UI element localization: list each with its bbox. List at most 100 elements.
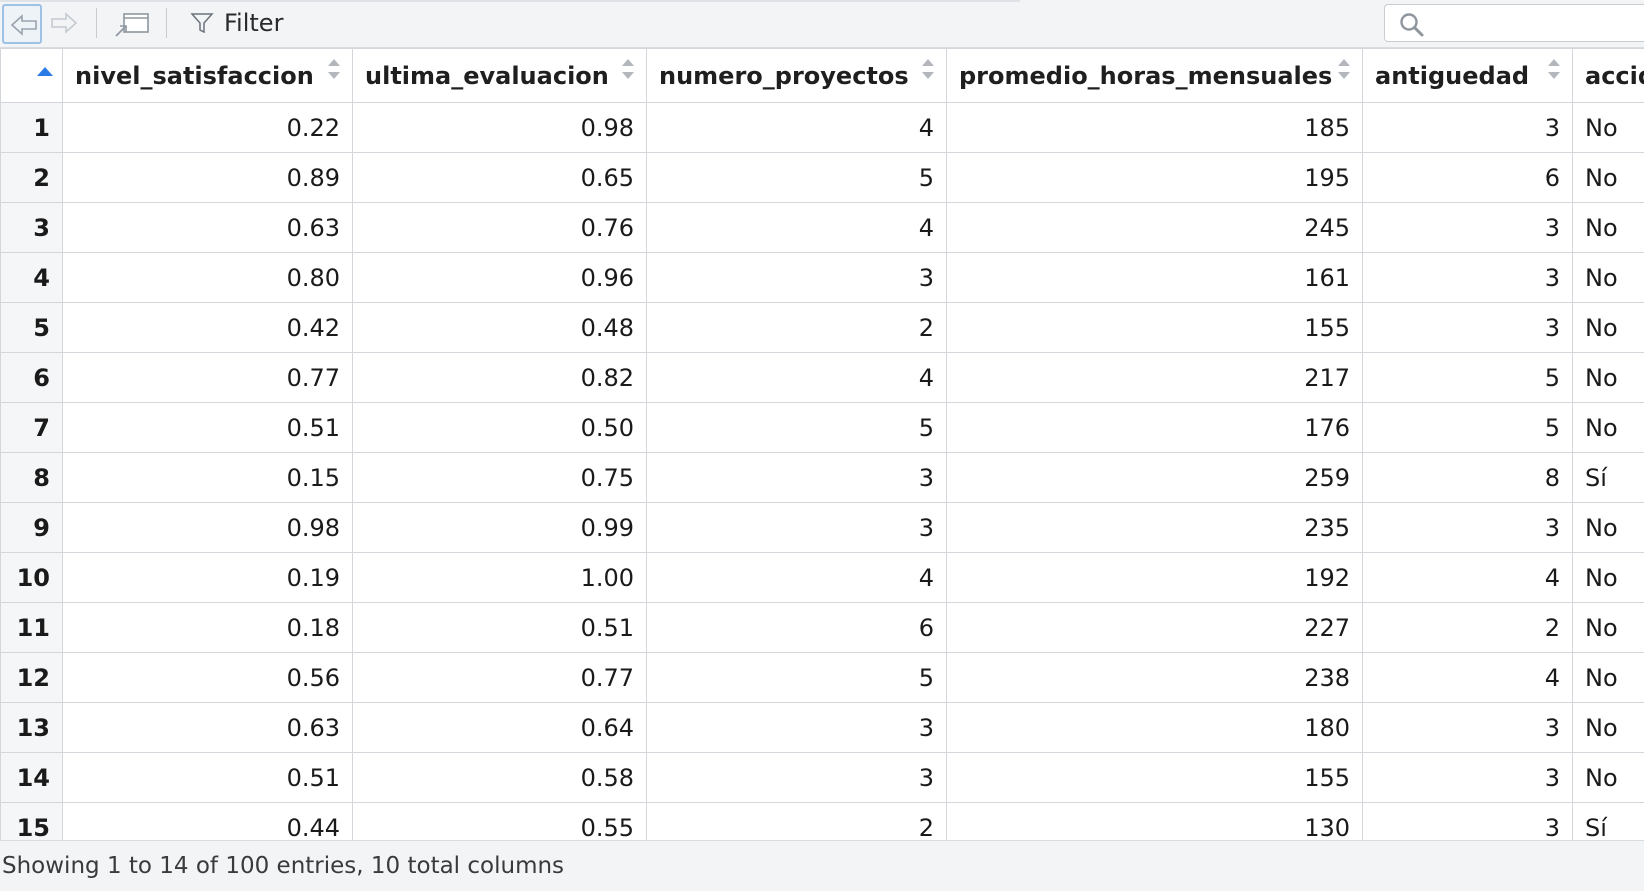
cell-nivel_satisfaccion: 0.42 [63, 303, 353, 353]
row-number: 1 [1, 103, 63, 153]
row-number: 10 [1, 553, 63, 603]
column-header-nivel_satisfaccion[interactable]: nivel_satisfaccion [63, 49, 353, 103]
toolbar: Filter [0, 0, 1644, 48]
cell-ultima_evaluacion: 0.77 [353, 653, 647, 703]
column-header-antiguedad[interactable]: antiguedad [1363, 49, 1573, 103]
search-box[interactable] [1384, 4, 1644, 42]
cell-antiguedad: 4 [1363, 553, 1573, 603]
sort-up-icon [1548, 59, 1560, 66]
cell-promedio_horas_mensuales: 130 [947, 803, 1363, 841]
popout-button[interactable] [112, 8, 152, 40]
row-number: 2 [1, 153, 63, 203]
cell-nivel_satisfaccion: 0.56 [63, 653, 353, 703]
sort-arrows-icon[interactable] [1548, 59, 1560, 83]
entries-status: Showing 1 to 14 of 100 entries, 10 total… [2, 853, 564, 879]
cell-antiguedad: 3 [1363, 253, 1573, 303]
sort-arrows-icon[interactable] [1338, 59, 1350, 83]
cell-nivel_satisfaccion: 0.63 [63, 703, 353, 753]
cell-antiguedad: 6 [1363, 153, 1573, 203]
cell-ultima_evaluacion: 0.55 [353, 803, 647, 841]
cell-nivel_satisfaccion: 0.44 [63, 803, 353, 841]
cell-antiguedad: 3 [1363, 103, 1573, 153]
column-header-promedio_horas_mensuales[interactable]: promedio_horas_mensuales [947, 49, 1363, 103]
sort-arrows-icon[interactable] [622, 59, 634, 83]
row-number: 8 [1, 453, 63, 503]
sort-arrows-icon[interactable] [328, 59, 340, 83]
cell-numero_proyectos: 4 [647, 553, 947, 603]
filter-button[interactable]: Filter [190, 6, 283, 40]
search-input[interactable] [1431, 9, 1635, 39]
cell-promedio_horas_mensuales: 235 [947, 503, 1363, 553]
cell-ultima_evaluacion: 0.98 [353, 103, 647, 153]
cell-promedio_horas_mensuales: 195 [947, 153, 1363, 203]
row-number: 6 [1, 353, 63, 403]
cell-ultima_evaluacion: 0.75 [353, 453, 647, 503]
cell-accid: Sí [1573, 803, 1644, 841]
cell-nivel_satisfaccion: 0.22 [63, 103, 353, 153]
cell-accid: No [1573, 553, 1644, 603]
cell-accid: No [1573, 703, 1644, 753]
row-number: 9 [1, 503, 63, 553]
cell-numero_proyectos: 3 [647, 503, 947, 553]
cell-antiguedad: 2 [1363, 603, 1573, 653]
cell-accid: No [1573, 353, 1644, 403]
cell-nivel_satisfaccion: 0.89 [63, 153, 353, 203]
cell-numero_proyectos: 4 [647, 203, 947, 253]
sort-up-icon [622, 59, 634, 66]
column-header-ultima_evaluacion[interactable]: ultima_evaluacion [353, 49, 647, 103]
cell-nivel_satisfaccion: 0.18 [63, 603, 353, 653]
cell-accid: No [1573, 653, 1644, 703]
magnifier-icon [1399, 12, 1425, 38]
cell-antiguedad: 4 [1363, 653, 1573, 703]
cell-antiguedad: 8 [1363, 453, 1573, 503]
cell-numero_proyectos: 4 [647, 103, 947, 153]
cell-nivel_satisfaccion: 0.80 [63, 253, 353, 303]
cell-accid: No [1573, 203, 1644, 253]
cell-promedio_horas_mensuales: 259 [947, 453, 1363, 503]
sort-down-icon [328, 72, 340, 79]
arrow-right-icon [50, 12, 78, 34]
cell-promedio_horas_mensuales: 238 [947, 653, 1363, 703]
cell-nivel_satisfaccion: 0.51 [63, 753, 353, 803]
row-number: 15 [1, 803, 63, 841]
sort-arrows-icon[interactable] [922, 59, 934, 83]
forward-button[interactable] [44, 4, 84, 44]
sort-up-icon [1338, 59, 1350, 66]
column-header-label: numero_proyectos [659, 62, 909, 90]
sort-ascending-icon [37, 67, 53, 76]
toolbar-separator [96, 8, 97, 38]
cell-accid: No [1573, 303, 1644, 353]
column-header-accid[interactable]: accid [1573, 49, 1644, 103]
filter-label: Filter [224, 9, 283, 37]
back-button[interactable] [2, 4, 42, 44]
row-number: 13 [1, 703, 63, 753]
column-header-numero_proyectos[interactable]: numero_proyectos [647, 49, 947, 103]
cell-numero_proyectos: 3 [647, 453, 947, 503]
cell-accid: No [1573, 503, 1644, 553]
cell-numero_proyectos: 2 [647, 803, 947, 841]
column-header-label: promedio_horas_mensuales [959, 62, 1332, 90]
cell-promedio_horas_mensuales: 155 [947, 303, 1363, 353]
cell-ultima_evaluacion: 0.99 [353, 503, 647, 553]
cell-numero_proyectos: 3 [647, 703, 947, 753]
cell-promedio_horas_mensuales: 192 [947, 553, 1363, 603]
cell-antiguedad: 3 [1363, 753, 1573, 803]
cell-numero_proyectos: 6 [647, 603, 947, 653]
cell-antiguedad: 3 [1363, 203, 1573, 253]
cell-numero_proyectos: 3 [647, 253, 947, 303]
row-number-header[interactable] [1, 49, 63, 103]
cell-antiguedad: 5 [1363, 353, 1573, 403]
cell-accid: No [1573, 403, 1644, 453]
cell-ultima_evaluacion: 0.58 [353, 753, 647, 803]
status-bar: Showing 1 to 14 of 100 entries, 10 total… [0, 840, 1644, 891]
